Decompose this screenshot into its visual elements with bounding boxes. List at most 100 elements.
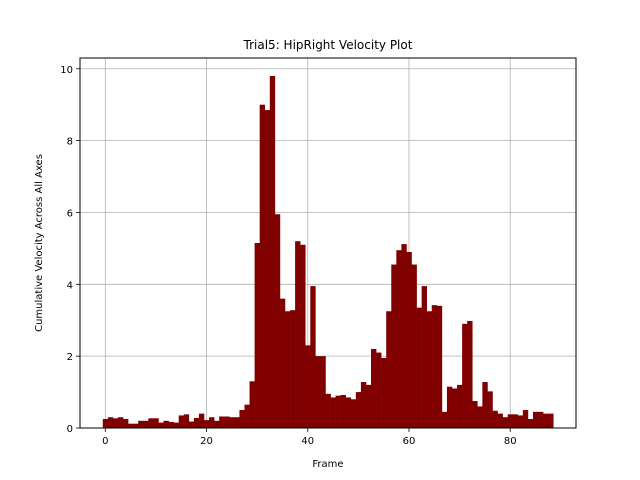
- bar: [386, 311, 392, 428]
- bars: [102, 75, 554, 429]
- bar: [300, 244, 306, 428]
- bar: [214, 420, 220, 428]
- bar: [371, 348, 377, 428]
- bar: [522, 410, 529, 428]
- y-tick-label: 8: [67, 137, 73, 148]
- y-tick-label: 0: [67, 424, 73, 435]
- bar: [512, 414, 519, 428]
- bar: [507, 414, 514, 428]
- bar: [436, 305, 443, 428]
- bar: [259, 104, 266, 428]
- bar: [538, 411, 544, 428]
- plot-frame: [79, 57, 577, 429]
- chart-title: Trial5: HipRight Velocity Plot: [243, 38, 413, 52]
- bar: [391, 264, 397, 428]
- y-tick-label: 4: [67, 280, 73, 291]
- bar: [527, 419, 534, 428]
- bar: [421, 286, 427, 428]
- bar: [234, 417, 240, 428]
- bar: [345, 397, 352, 428]
- bar: [224, 416, 230, 428]
- bar: [163, 420, 169, 428]
- bar: [462, 323, 468, 428]
- bar: [492, 410, 498, 428]
- bar: [482, 382, 488, 428]
- bar: [274, 214, 281, 428]
- bar: [128, 423, 134, 428]
- bar: [123, 419, 129, 428]
- bar: [467, 320, 473, 428]
- bar: [426, 311, 433, 428]
- bar: [350, 399, 357, 428]
- x-tick-label: 0: [102, 436, 108, 447]
- bar: [431, 305, 438, 428]
- bar: [204, 420, 210, 428]
- bar: [264, 110, 271, 429]
- bar: [416, 307, 422, 428]
- bar: [143, 420, 149, 428]
- bar: [335, 395, 341, 428]
- bar: [269, 75, 276, 428]
- bar: [193, 417, 200, 428]
- x-axis-label: Frame: [312, 459, 343, 470]
- bar: [365, 384, 372, 428]
- bar: [446, 386, 453, 428]
- bar: [320, 356, 326, 428]
- bar: [117, 417, 124, 428]
- bar: [396, 250, 402, 428]
- bar: [138, 420, 144, 428]
- bar: [548, 413, 554, 428]
- bar: [254, 243, 260, 428]
- bar: [168, 421, 174, 428]
- bar: [517, 415, 524, 428]
- x-tick-label: 40: [301, 436, 314, 447]
- bar: [411, 264, 417, 428]
- bar: [457, 384, 463, 428]
- x-tick-label: 80: [504, 436, 517, 447]
- bar: [183, 414, 190, 428]
- bar: [107, 417, 114, 428]
- bar: [284, 311, 291, 428]
- x-tick-label: 60: [403, 436, 416, 447]
- bar: [381, 357, 387, 428]
- bar: [102, 419, 109, 428]
- bar: [295, 241, 301, 428]
- bar: [188, 421, 195, 428]
- x-tick-label: 20: [200, 436, 213, 447]
- bar: [543, 413, 549, 428]
- bar: [315, 356, 321, 428]
- bar: [472, 401, 478, 428]
- bar: [487, 391, 493, 428]
- bar: [441, 411, 448, 428]
- bar: [325, 393, 331, 428]
- bar: [376, 352, 382, 428]
- bar: [305, 345, 311, 428]
- bar: [249, 381, 255, 428]
- bar: [133, 423, 139, 428]
- y-tick-label: 10: [60, 65, 73, 76]
- bar: [330, 397, 336, 428]
- y-axis-label: Cumulative Velocity Across All Axes: [34, 154, 45, 332]
- grid: [80, 58, 576, 429]
- bar: [406, 251, 412, 428]
- bar: [209, 417, 215, 428]
- ticks: 0 20 40 60 80 0 2 4 6 8 10: [60, 65, 516, 447]
- bar: [229, 417, 235, 428]
- bar: [153, 418, 159, 428]
- bar: [497, 413, 503, 428]
- bar: [290, 310, 296, 428]
- bar: [198, 413, 205, 428]
- bar: [219, 416, 225, 428]
- bar: [239, 410, 245, 428]
- bar: [502, 417, 508, 428]
- bar: [477, 406, 483, 428]
- bar: [158, 422, 164, 428]
- bar: [532, 411, 539, 428]
- bar: [279, 298, 286, 428]
- bar: [244, 404, 250, 428]
- bar: [148, 418, 154, 428]
- bar: [340, 394, 347, 428]
- bar: [452, 388, 458, 428]
- bar: [112, 418, 119, 428]
